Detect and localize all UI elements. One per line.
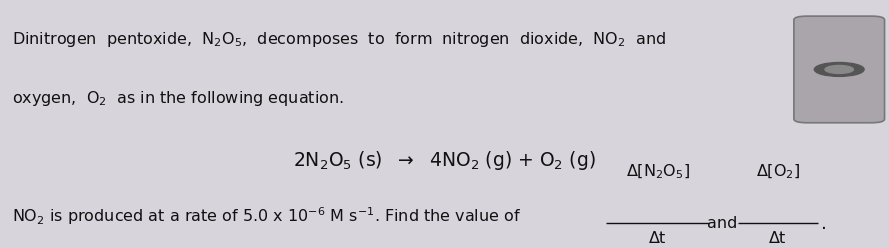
Text: $\mathregular{2N_2O_5}$ (s)  $\rightarrow$  $\mathregular{4NO_2}$ (g) + $\mathre: $\mathregular{2N_2O_5}$ (s) $\rightarrow… xyxy=(293,149,596,172)
FancyBboxPatch shape xyxy=(794,16,885,123)
Text: .: . xyxy=(821,214,827,233)
Text: $\mathregular{\Delta t}$: $\mathregular{\Delta t}$ xyxy=(768,229,788,246)
Text: and: and xyxy=(707,216,737,231)
Text: $\mathregular{NO_2}$ is produced at a rate of 5.0 x $10^{-6}$ M s$^{-1}$. Find t: $\mathregular{NO_2}$ is produced at a ra… xyxy=(12,205,521,227)
Text: Dinitrogen  pentoxide,  $\mathregular{N_2O_5}$,  decomposes  to  form  nitrogen : Dinitrogen pentoxide, $\mathregular{N_2O… xyxy=(12,30,666,49)
Circle shape xyxy=(825,65,853,73)
Text: $\mathregular{\Delta[O_2]}$: $\mathregular{\Delta[O_2]}$ xyxy=(756,163,800,181)
Text: $\mathregular{\Delta t}$: $\mathregular{\Delta t}$ xyxy=(648,229,668,246)
Text: $\mathregular{\Delta[N_2O_5]}$: $\mathregular{\Delta[N_2O_5]}$ xyxy=(626,163,690,181)
Circle shape xyxy=(814,62,864,76)
Text: oxygen,  $\mathregular{O_2}$  as in the following equation.: oxygen, $\mathregular{O_2}$ as in the fo… xyxy=(12,89,343,108)
